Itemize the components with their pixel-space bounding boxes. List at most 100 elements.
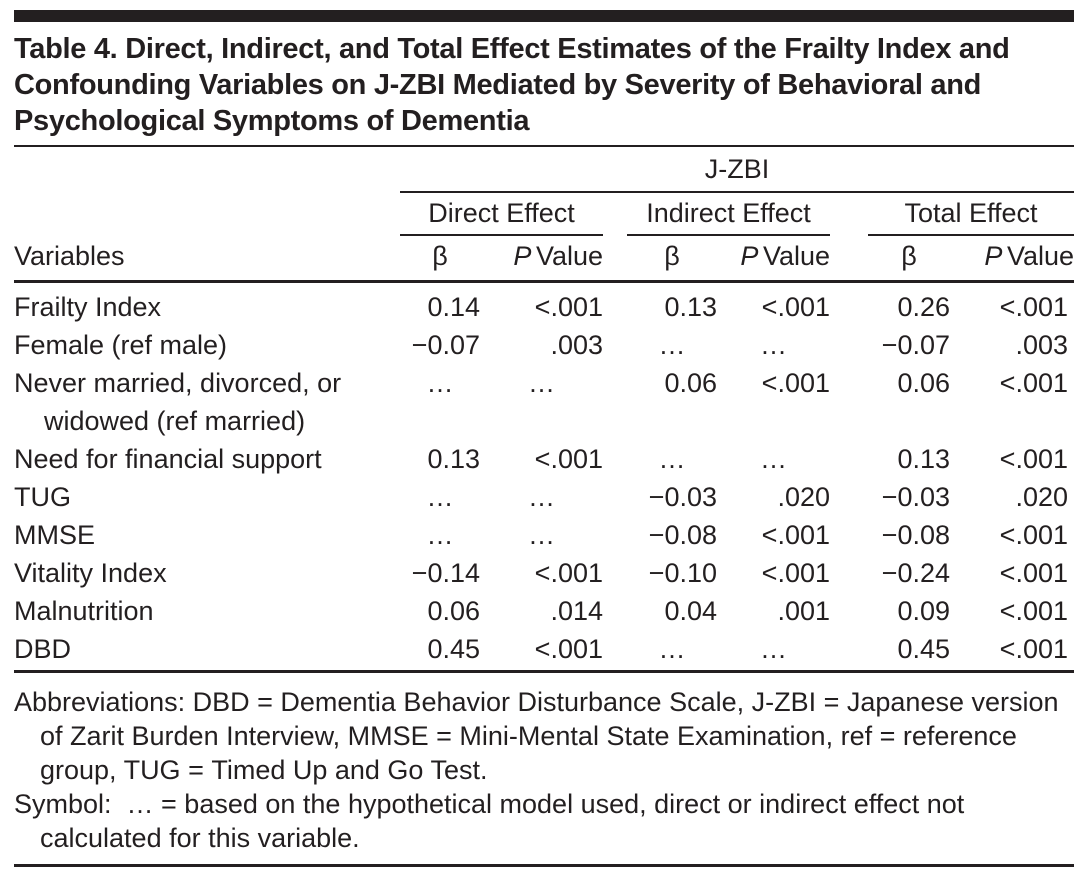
total-pvalue-cell: <.001 xyxy=(999,444,1068,474)
column-spacer xyxy=(603,364,627,440)
table-row: Malnutrition 0.06 .014 0.04 .001 0.09 <.… xyxy=(14,592,1074,630)
indirect-pvalue-cell: … xyxy=(760,634,787,664)
p-label: P xyxy=(740,241,759,271)
column-spacer xyxy=(830,478,868,516)
direct-pvalue-cell: .003 xyxy=(550,330,603,360)
variable-label-cell: MMSE xyxy=(14,516,400,554)
direct-pvalue-cell: … xyxy=(528,368,555,398)
direct-beta-cell: 0.06 xyxy=(427,596,480,626)
span-header-row: J-ZBI xyxy=(14,147,1074,193)
jzbi-span-header: J-ZBI xyxy=(400,147,1074,193)
variables-header: Variables xyxy=(14,235,400,283)
table-row: Frailty Index 0.14 <.001 0.13 <.001 0.26… xyxy=(14,282,1074,327)
direct-beta-cell: … xyxy=(426,482,454,512)
symbol-footnote: Symbol: … = based on the hypothetical mo… xyxy=(14,789,965,853)
direct-pvalue-cell: … xyxy=(528,482,555,512)
table-row: Female (ref male) −0.07 .003 … … −0.07 .… xyxy=(14,326,1074,364)
direct-pvalue-cell: … xyxy=(528,520,555,550)
direct-pvalue-header: P Value xyxy=(480,235,603,283)
indirect-beta-header: β xyxy=(627,235,717,283)
table-row: Vitality Index −0.14 <.001 −0.10 <.001 −… xyxy=(14,554,1074,592)
variable-label-cell: Frailty Index xyxy=(14,282,400,327)
variable-label-cell: DBD xyxy=(14,630,400,668)
total-pvalue-cell: <.001 xyxy=(999,520,1068,550)
direct-beta-cell: … xyxy=(426,520,454,550)
total-pvalue-cell: .020 xyxy=(1015,482,1068,512)
column-spacer xyxy=(603,592,627,630)
table-row: Never married, divorced, or widowed (ref… xyxy=(14,364,1074,440)
column-spacer xyxy=(830,364,868,440)
indirect-beta-cell: 0.06 xyxy=(664,368,717,398)
direct-beta-cell: 0.13 xyxy=(427,444,480,474)
direct-pvalue-cell: .014 xyxy=(550,596,603,626)
total-beta-cell: 0.45 xyxy=(897,634,950,664)
direct-pvalue-cell: <.001 xyxy=(534,558,603,588)
indirect-pvalue-cell: <.001 xyxy=(761,558,830,588)
total-pvalue-cell: <.001 xyxy=(999,292,1068,322)
total-pvalue-cell: <.001 xyxy=(999,596,1068,626)
column-spacer xyxy=(830,326,868,364)
variable-label: Female (ref male) xyxy=(14,330,228,360)
total-beta-cell: −0.08 xyxy=(881,520,950,550)
title-divider-rule xyxy=(14,145,1074,147)
variable-label: Never married, divorced, or widowed (ref… xyxy=(14,368,342,436)
total-pvalue-header: P Value xyxy=(950,235,1074,283)
column-spacer xyxy=(830,235,868,283)
variable-label-cell: Never married, divorced, or widowed (ref… xyxy=(14,364,400,440)
direct-effect-header: Direct Effect xyxy=(400,192,603,236)
table-bottom-rule xyxy=(14,670,1074,673)
variable-label: Frailty Index xyxy=(14,292,162,322)
table-title: Table 4. Direct, Indirect, and Total Eff… xyxy=(14,33,1010,137)
indirect-pvalue-cell: <.001 xyxy=(761,292,830,322)
column-spacer xyxy=(830,192,868,235)
header-spacer xyxy=(14,192,400,235)
direct-pvalue-cell: <.001 xyxy=(534,292,603,322)
column-spacer xyxy=(603,192,627,235)
abbreviations-footnote: Abbreviations: DBD = Dementia Behavior D… xyxy=(14,687,1059,785)
value-label: Value xyxy=(762,241,830,271)
indirect-beta-cell: … xyxy=(658,634,686,664)
table-row: DBD 0.45 <.001 … … 0.45 <.001 xyxy=(14,630,1074,668)
header-spacer xyxy=(14,147,400,192)
total-beta-cell: 0.06 xyxy=(897,368,950,398)
total-beta-cell: −0.24 xyxy=(881,558,950,588)
variable-label: Malnutrition xyxy=(14,596,154,626)
direct-beta-cell: −0.14 xyxy=(411,558,480,588)
total-pvalue-cell: <.001 xyxy=(999,558,1068,588)
column-spacer xyxy=(603,440,627,478)
table-row: MMSE … … −0.08 <.001 −0.08 <.001 xyxy=(14,516,1074,554)
indirect-effect-header: Indirect Effect xyxy=(627,192,830,236)
table-row: Need for financial support 0.13 <.001 … … xyxy=(14,440,1074,478)
column-spacer xyxy=(603,478,627,516)
column-spacer xyxy=(830,516,868,554)
total-beta-cell: 0.13 xyxy=(897,444,950,474)
total-beta-cell: −0.07 xyxy=(881,330,950,360)
total-pvalue-cell: <.001 xyxy=(999,634,1068,664)
indirect-beta-cell: 0.13 xyxy=(664,292,717,322)
variable-label-cell: Malnutrition xyxy=(14,592,400,630)
total-beta-header: β xyxy=(868,235,950,283)
indirect-beta-cell: … xyxy=(658,444,686,474)
indirect-pvalue-header: P Value xyxy=(717,235,830,283)
footnotes: Abbreviations: DBD = Dementia Behavior D… xyxy=(14,685,1074,855)
indirect-beta-cell: −0.03 xyxy=(648,482,717,512)
column-spacer xyxy=(603,235,627,283)
direct-beta-cell: −0.07 xyxy=(411,330,480,360)
direct-pvalue-cell: <.001 xyxy=(534,634,603,664)
bottom-rule xyxy=(14,864,1074,867)
variable-label: MMSE xyxy=(14,520,95,550)
indirect-beta-cell: 0.04 xyxy=(664,596,717,626)
variable-label: Need for financial support xyxy=(14,444,322,474)
variable-label-cell: Need for financial support xyxy=(14,440,400,478)
indirect-pvalue-cell: .020 xyxy=(777,482,830,512)
value-label: Value xyxy=(535,241,603,271)
indirect-pvalue-cell: … xyxy=(760,330,787,360)
total-beta-cell: −0.03 xyxy=(881,482,950,512)
indirect-pvalue-cell: … xyxy=(760,444,787,474)
variable-label: TUG xyxy=(14,482,71,512)
total-pvalue-cell: <.001 xyxy=(999,368,1068,398)
column-spacer xyxy=(830,440,868,478)
total-beta-cell: 0.26 xyxy=(897,292,950,322)
column-spacer xyxy=(603,554,627,592)
